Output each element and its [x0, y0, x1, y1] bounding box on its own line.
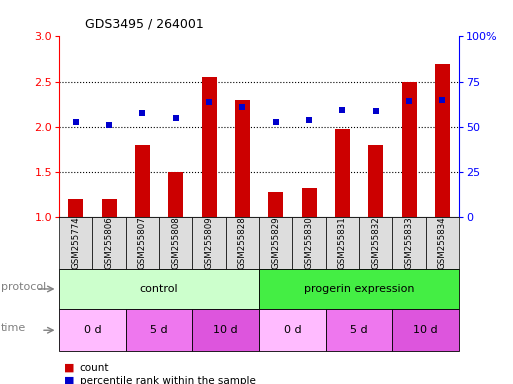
Text: GSM255833: GSM255833 [405, 217, 413, 269]
Bar [359, 217, 392, 269]
Bar [235, 100, 250, 217]
Bar [226, 217, 259, 269]
Text: percentile rank within the sample: percentile rank within the sample [80, 376, 255, 384]
Text: GSM255809: GSM255809 [205, 217, 213, 269]
Bar [126, 217, 159, 269]
Text: GSM255831: GSM255831 [338, 217, 347, 269]
Text: ■: ■ [64, 376, 74, 384]
Text: 10 d: 10 d [213, 325, 238, 335]
Text: ■: ■ [64, 363, 74, 373]
Bar [192, 217, 226, 269]
Bar [59, 309, 126, 351]
Bar [202, 77, 216, 217]
Text: GSM255806: GSM255806 [105, 217, 113, 269]
Bar [92, 217, 126, 269]
Bar [335, 129, 350, 217]
Text: protocol: protocol [1, 282, 46, 292]
Bar [292, 217, 326, 269]
Text: count: count [80, 363, 109, 373]
Bar [268, 192, 283, 217]
Text: 5 d: 5 d [150, 325, 168, 335]
Bar [135, 145, 150, 217]
Text: GSM255834: GSM255834 [438, 217, 447, 269]
Text: time: time [1, 323, 26, 333]
Bar [435, 64, 450, 217]
Text: GSM255832: GSM255832 [371, 217, 380, 269]
Text: GSM255774: GSM255774 [71, 217, 80, 269]
Bar [68, 199, 83, 217]
Text: GSM255830: GSM255830 [305, 217, 313, 269]
Text: 0 d: 0 d [284, 325, 301, 335]
Bar [302, 188, 317, 217]
Text: control: control [140, 284, 179, 294]
Bar [259, 217, 292, 269]
Bar [392, 217, 426, 269]
Text: 10 d: 10 d [413, 325, 438, 335]
Bar [326, 309, 392, 351]
Text: GDS3495 / 264001: GDS3495 / 264001 [85, 18, 203, 31]
Bar [426, 217, 459, 269]
Bar [259, 309, 326, 351]
Text: 5 d: 5 d [350, 325, 368, 335]
Bar [168, 172, 183, 217]
Bar [59, 217, 92, 269]
Bar [326, 217, 359, 269]
Text: 0 d: 0 d [84, 325, 101, 335]
Text: GSM255829: GSM255829 [271, 217, 280, 269]
Text: GSM255828: GSM255828 [238, 217, 247, 269]
Bar [259, 269, 459, 309]
Text: progerin expression: progerin expression [304, 284, 415, 294]
Bar [126, 309, 192, 351]
Bar [368, 145, 383, 217]
Bar [159, 217, 192, 269]
Bar [392, 309, 459, 351]
Bar [102, 199, 116, 217]
Bar [192, 309, 259, 351]
Text: GSM255807: GSM255807 [138, 217, 147, 269]
Bar [59, 269, 259, 309]
Bar [402, 82, 417, 217]
Text: GSM255808: GSM255808 [171, 217, 180, 269]
